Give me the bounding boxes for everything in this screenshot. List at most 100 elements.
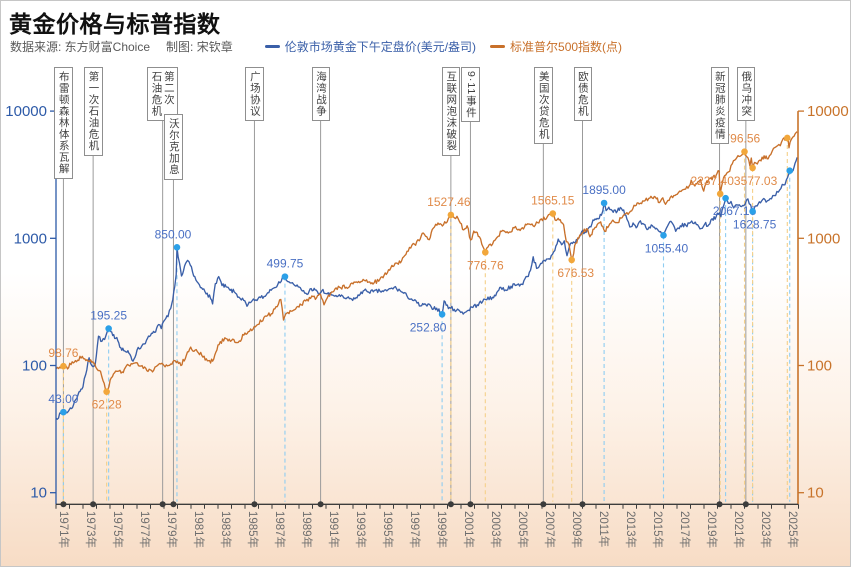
- sp500-marker-label: 62.28: [92, 398, 122, 412]
- legend-swatch-gold: [264, 45, 280, 49]
- x-axis-year-label: 1985年: [246, 511, 260, 548]
- gold-marker-label: 850.00: [155, 227, 192, 241]
- legend-item-gold: 伦敦市场黄金下午定盘价(美元/盎司): [264, 40, 477, 54]
- x-axis-year-label: 2011年: [597, 511, 611, 547]
- sp500-marker-label: 4796.56: [717, 132, 761, 146]
- chart-meta-row: 数据来源: 东方财富Choice 制图: 宋钦章 伦敦市场黄金下午定盘价(美元/盎司…: [10, 38, 622, 55]
- gold-marker-dot: [786, 167, 794, 174]
- sp500-line: [55, 131, 798, 393]
- gold-line: [55, 157, 798, 420]
- right-axis-tick-label: 10000: [807, 103, 849, 120]
- x-axis-year-label: 1991年: [327, 511, 341, 548]
- gold-marker-dot: [749, 208, 756, 215]
- event-axis-dot: [251, 501, 258, 508]
- gold-marker-label: 499.75: [267, 257, 304, 271]
- event-axis-dot: [467, 501, 474, 508]
- event-axis-dot: [540, 501, 547, 508]
- sp500-marker-dot: [568, 256, 575, 264]
- sp500-marker-label: 776.76: [467, 258, 504, 272]
- x-axis-year-label: 2001年: [462, 511, 476, 548]
- left-axis-tick-label: 100: [22, 358, 47, 375]
- x-axis-year-label: 2015年: [651, 511, 665, 548]
- left-axis-tick-label: 1000: [14, 230, 47, 247]
- x-axis-year-label: 1973年: [84, 511, 98, 548]
- gold-marker-dot: [438, 310, 446, 318]
- gold-marker-label: 43.00: [48, 392, 78, 406]
- x-axis-year-label: 1997年: [408, 511, 422, 548]
- page-title: 黄金价格与标普指数: [9, 11, 221, 37]
- sp500-marker-dot: [749, 164, 756, 172]
- x-axis-year-label: 1993年: [354, 511, 368, 548]
- x-axis-year-label: 1983年: [219, 511, 233, 548]
- right-axis-tick-label: 10: [807, 485, 824, 502]
- event-axis-dot: [170, 501, 177, 508]
- x-axis-year-label: 1971年: [57, 511, 71, 548]
- event-axis-dot: [716, 501, 723, 508]
- gold-marker-dot: [722, 194, 729, 202]
- x-axis-year-label: 1987年: [273, 511, 287, 548]
- legend-item-sp500: 标准普尔500指数(点): [490, 40, 622, 54]
- gold-marker-dot: [281, 273, 289, 280]
- gold-marker-label: 1055.40: [645, 241, 689, 255]
- sp500-marker-dot: [716, 190, 724, 198]
- gold-marker-label: 252.80: [410, 320, 447, 334]
- x-axis-year-label: 2009年: [570, 511, 584, 548]
- x-axis-year-label: 2023年: [759, 511, 773, 548]
- sp500-marker-dot: [482, 248, 489, 256]
- legend-swatch-sp500: [490, 45, 506, 49]
- sp500-marker-label: 676.53: [557, 266, 594, 280]
- gold-marker-label: 1628.75: [733, 217, 777, 231]
- gold-marker-dot: [600, 199, 608, 207]
- event-axis-dot: [90, 501, 97, 508]
- sp500-marker-dot: [60, 362, 67, 370]
- sp500-marker-label: 3577.03: [734, 174, 778, 188]
- chart-credit-label: 制图: 宋钦章: [166, 40, 233, 54]
- legend-label-sp500: 标准普尔500指数(点): [510, 40, 623, 54]
- legend-label-gold: 伦敦市场黄金下午定盘价(美元/盎司): [284, 40, 477, 54]
- x-axis-year-label: 1989年: [300, 511, 314, 548]
- x-axis-year-label: 2021年: [732, 511, 746, 548]
- left-axis-tick-label: 10000: [5, 103, 47, 120]
- gold-marker-label: 195.25: [90, 309, 127, 323]
- sp500-marker-dot: [549, 210, 557, 217]
- gold-marker-dot: [60, 408, 67, 416]
- sp500-marker-label: 2237.40: [691, 174, 735, 188]
- left-axis-tick-label: 10: [30, 485, 47, 502]
- sp500-marker-dot: [741, 148, 748, 155]
- event-axis-dot: [579, 501, 586, 508]
- x-axis-year-label: 1979年: [165, 511, 179, 548]
- x-axis-year-label: 1999年: [435, 511, 449, 548]
- x-axis-year-label: 1981年: [192, 511, 206, 548]
- chart-legend: 伦敦市场黄金下午定盘价(美元/盎司) 标准普尔500指数(点): [251, 40, 622, 54]
- right-axis-tick-label: 100: [807, 358, 832, 375]
- event-axis-dot: [159, 501, 166, 508]
- event-axis-dot: [447, 501, 454, 508]
- event-axis-dot: [60, 501, 67, 508]
- gold-marker-label: 2067.15: [713, 204, 757, 218]
- gold-marker-dot: [105, 325, 112, 332]
- event-axis-dot: [742, 501, 749, 508]
- data-source-label: 数据来源: 东方财富Choice: [10, 40, 151, 54]
- gold-marker-label: 1895.00: [582, 183, 626, 197]
- right-axis-tick-label: 1000: [807, 230, 840, 247]
- x-axis-year-label: 2017年: [678, 511, 692, 548]
- gold-marker-dot: [660, 232, 667, 239]
- gold-marker-dot: [173, 243, 181, 251]
- x-axis-year-label: 2019年: [705, 511, 719, 548]
- event-axis-dot: [317, 501, 324, 508]
- x-axis-year-label: 1995年: [381, 511, 395, 548]
- sp500-marker-label: 1527.46: [427, 195, 471, 209]
- sp500-marker-dot: [103, 388, 110, 395]
- sp500-marker-label: 98.76: [48, 346, 78, 360]
- sp500-marker-dot: [783, 134, 791, 142]
- x-axis-year-label: 2013年: [624, 511, 638, 548]
- x-axis-year-label: 2025年: [786, 511, 800, 548]
- sp500-marker-dot: [447, 211, 455, 219]
- x-axis-year-label: 1977年: [138, 511, 152, 548]
- x-axis-year-label: 2003年: [489, 511, 503, 548]
- x-axis-year-label: 1975年: [111, 511, 125, 548]
- sp500-marker-label: 1565.15: [531, 194, 575, 208]
- x-axis-year-label: 2007年: [543, 511, 557, 548]
